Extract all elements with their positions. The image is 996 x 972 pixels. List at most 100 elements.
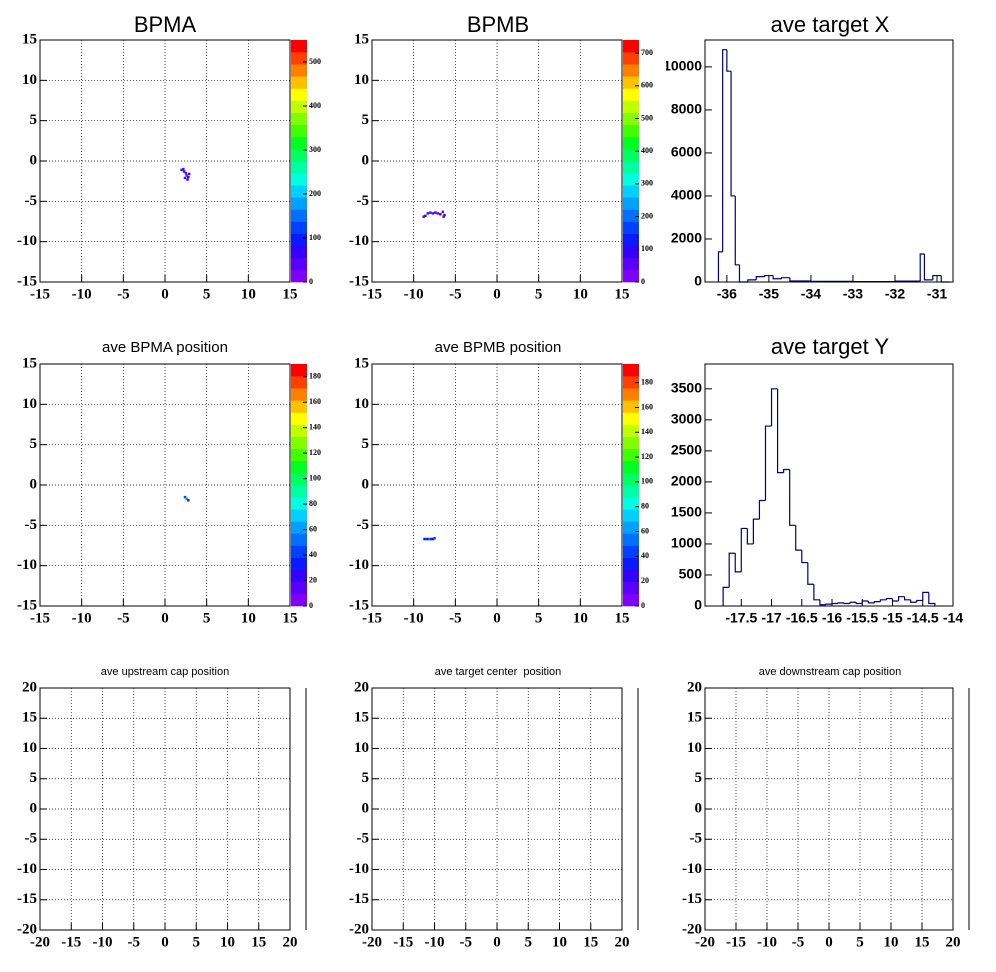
x-tick-label: -5 [792,934,805,950]
color-band [623,161,639,174]
bin [734,195,740,266]
cell [429,537,433,541]
x-tick-label: -15 [362,286,382,302]
color-band [623,257,639,271]
chart-title: ave upstream cap position [101,666,229,678]
x-tick-label: 10 [573,286,588,302]
x-tick-label: -5 [460,934,473,950]
bin [919,253,925,282]
x-tick-label: -5 [449,286,462,302]
x-tick-label: -15 [393,934,413,950]
x-tick-label: 0 [493,934,501,950]
y-tick-label: 10 [354,740,369,756]
color-band [291,52,307,65]
bin [728,552,736,588]
y-tick-label: 15 [354,710,369,726]
bin [746,528,754,545]
color-band [623,64,639,77]
z-tick-label: 700 [641,48,653,57]
bin [776,388,784,474]
y-tick-label: -10 [349,557,369,573]
bin [891,598,899,602]
x-tick-label: 10 [552,934,567,950]
color-band [291,545,307,558]
color-band [291,209,307,222]
bin [910,599,917,603]
color-band [291,485,307,498]
cell [423,537,426,541]
color-band [623,197,639,210]
color-band [291,64,307,77]
y-tick-label: -15 [17,597,37,613]
z-tick-label: 300 [641,179,653,188]
y-tick-label: 15 [354,31,369,47]
x-tick-label: -20 [695,934,715,950]
color-band [623,245,639,259]
bin [780,277,790,279]
color-band [291,136,307,150]
y-tick-label: 10 [22,396,37,412]
bin [867,601,875,604]
panel: -15 -10 -5 0 5 10 15 -15 -10 -5 0 5 10 15 0 20 40 60 80 100… [17,336,321,626]
z-tick-label: 100 [309,473,321,482]
color-band [623,593,639,607]
y-tick-label: 1500 [671,504,702,520]
bin [789,277,811,282]
z-tick-label: 500 [309,57,321,66]
cell [183,176,187,180]
bin [801,550,808,564]
color-band [291,569,307,583]
chart-title: ave target Y [771,334,890,359]
z-tick-label: 0 [309,277,313,286]
y-tick-label: 8000 [671,101,702,117]
panel: -20 -15 -10 -5 0 5 10 15 20 -20 -15 -10 -5 0 5 10 15 20 av… [17,663,307,950]
y-tick-label: -5 [25,517,38,533]
frame [39,687,291,931]
bin [795,525,802,551]
x-tick-label: -31 [927,286,947,302]
y-tick-label: 10 [354,396,369,412]
panel: -15 -10 -5 0 5 10 15 -15 -10 -5 0 5 10 15 0 100 200 300 40… [17,9,321,302]
y-tick-label: 20 [687,679,702,695]
y-tick-label: -10 [17,861,37,877]
y-tick-label: 15 [22,31,37,47]
x-tick-label: -15 [30,610,50,626]
bin [923,254,933,281]
y-tick-label: -15 [349,273,369,289]
color-band [623,448,639,462]
x-tick-label: -32 [885,286,905,302]
y-tick-label: 20 [354,679,369,695]
color-band [623,460,639,474]
color-band [623,545,639,558]
y-tick-label: 15 [22,355,37,371]
chart-title: ave BPMB position [435,339,562,356]
x-tick-label: -14 [943,610,963,626]
z-tick-label: 400 [641,146,653,155]
y-tick-label: 10 [22,740,37,756]
color-band [291,497,307,510]
y-tick-label: 0 [30,152,38,168]
x-tick-label: -15 [61,934,81,950]
z-tick-label: 140 [641,427,653,436]
z-tick-label: 600 [641,81,653,90]
bin [825,603,833,605]
y-tick-label: 10 [22,72,37,88]
color-band [291,424,307,437]
bin [752,518,760,544]
cell [431,537,435,541]
cell [185,174,188,177]
y-tick-label: 5 [30,436,38,452]
x-tick-label: 5 [535,286,543,302]
cell [187,499,190,502]
chart-title: ave target center position [435,666,562,678]
cell [424,214,427,218]
color-band [291,88,307,101]
color-band [623,221,639,234]
bin [770,388,778,427]
bin [740,527,748,572]
color-band [623,364,639,377]
color-band [291,472,307,486]
z-tick-label: 180 [641,377,653,386]
